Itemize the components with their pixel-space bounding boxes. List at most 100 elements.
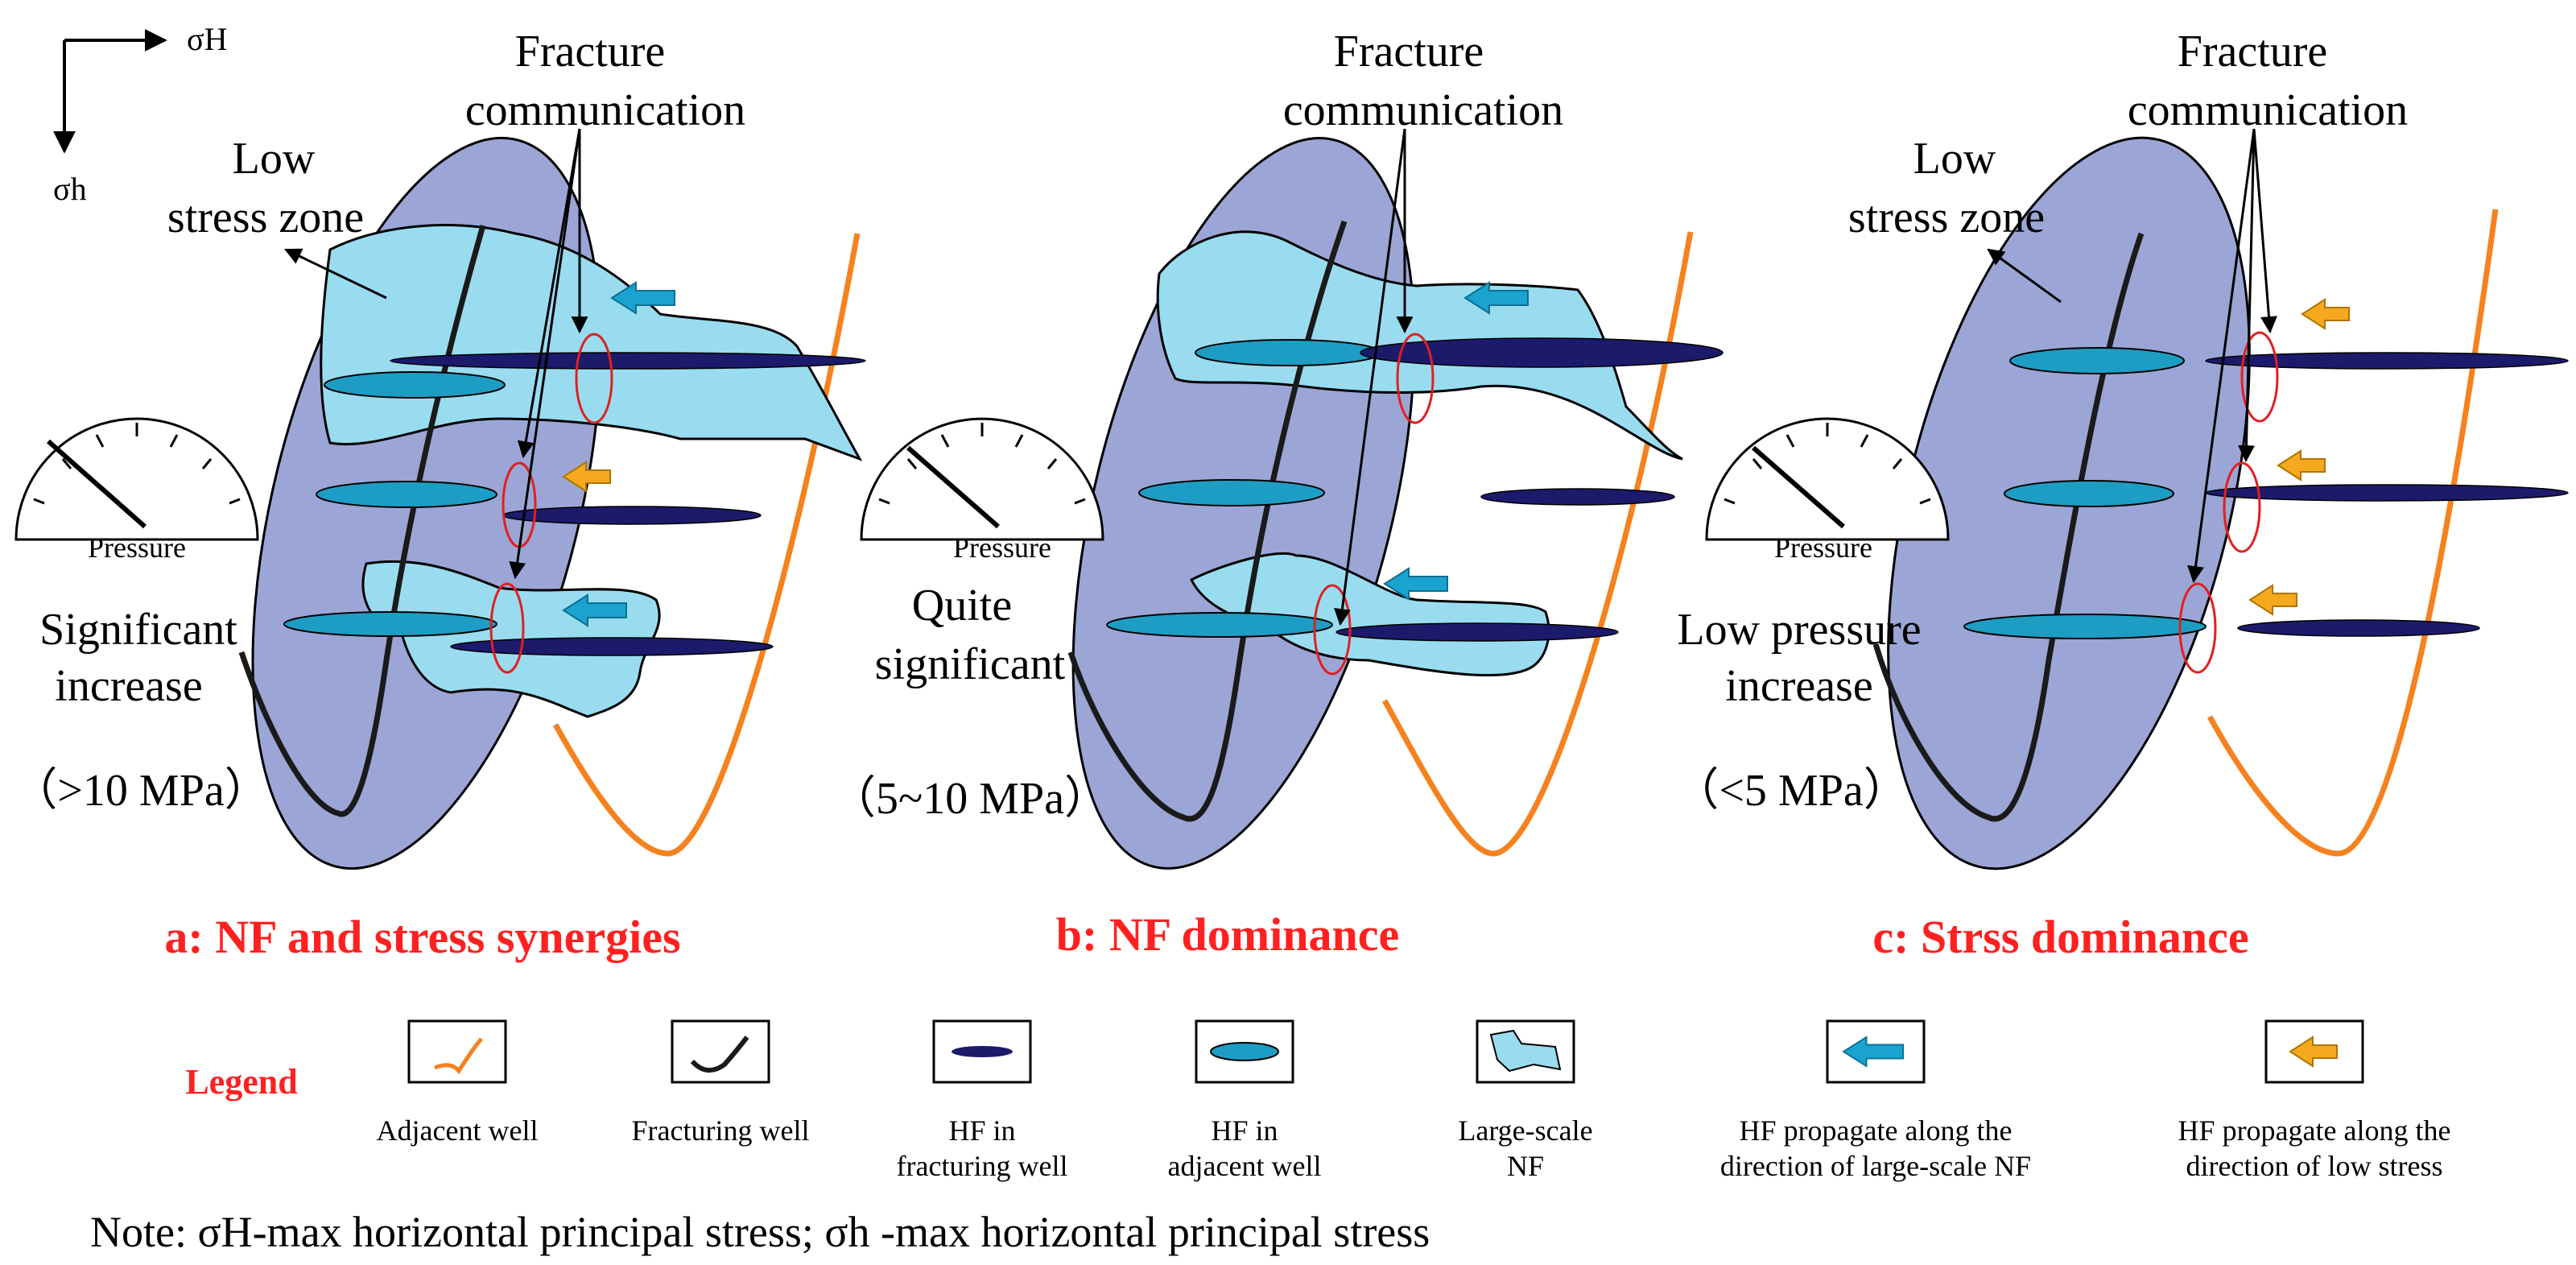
hf-adjacent-well (283, 611, 497, 637)
pressure-line2: increase (1725, 661, 1872, 711)
zone-label-line1: Low (233, 134, 316, 184)
hf-adjacent-well (316, 481, 497, 508)
panel-title: b: NF dominance (1056, 908, 1399, 961)
adjacent-well (2207, 209, 2499, 857)
pressure-line2: increase (55, 661, 202, 711)
pressure-gauge: Pressure (14, 417, 259, 564)
fracture-label-line2: communication (1283, 85, 1563, 135)
legend-label-line1: HF propagate along the (1740, 1114, 2013, 1147)
hf-fracturing-well (390, 352, 866, 370)
panel-a: Fracture communication Low stress zone P… (12, 27, 866, 963)
legend-title: Legend (185, 1062, 297, 1102)
communication-point (575, 333, 613, 424)
large-scale-nf (320, 224, 863, 461)
hf-adjacent-well (1195, 339, 1381, 366)
pressure-value: （<5 MPa） (1674, 766, 1908, 816)
legend-box (407, 1019, 507, 1084)
legend-label-line1: Fracturing well (632, 1114, 810, 1147)
pressure-value: （>10 MPa） (12, 766, 269, 816)
communication-point (2223, 461, 2261, 553)
gauge-needle (1752, 445, 1845, 529)
hf-fracturing-well (2237, 619, 2480, 637)
pressure-line1: Significant (39, 605, 237, 655)
communication-point (1396, 333, 1435, 424)
hf-adjacent-well (1138, 479, 1325, 506)
legend-box (671, 1019, 770, 1084)
pointer-line (517, 128, 581, 459)
legend-label-line2: direction of large-scale NF (1720, 1150, 2031, 1182)
legend-label-line1: Large-scale (1458, 1114, 1592, 1147)
hf-adjacent-well-icon (1210, 1042, 1279, 1061)
communication-point (2178, 582, 2217, 674)
legend: Legend Adjacent well Fracturing well HF … (185, 1019, 2451, 1182)
gauge-needle (47, 439, 147, 529)
legend-label-line1: Adjacent well (377, 1114, 539, 1147)
communication-point (2240, 331, 2279, 423)
hf-fracturing-well-icon (952, 1046, 1013, 1057)
gauge-label: Pressure (953, 531, 1051, 564)
pointer-line (2252, 128, 2277, 334)
pressure-line1: Low pressure (1677, 605, 1921, 655)
orange-arrow-icon (2277, 450, 2326, 481)
hf-adjacent-well (324, 371, 506, 399)
fracture-label-line2: communication (465, 85, 745, 135)
panel-b: Fracture communication Pressure Quite si… (831, 27, 1724, 961)
pointer-line (509, 128, 581, 580)
hf-adjacent-well (1963, 614, 2207, 639)
zone-label-line1: Low (1913, 134, 1996, 184)
adjacent-well (552, 233, 861, 857)
fracture-label-line1: Fracture (1334, 27, 1484, 76)
stress-axes: σH σh (53, 21, 227, 207)
hf-fracturing-well (502, 506, 762, 525)
legend-label-line2: direction of low stress (2186, 1150, 2443, 1182)
legend-label-line2: adjacent well (1168, 1150, 1322, 1182)
hf-adjacent-well (1106, 612, 1333, 638)
legend-box (1476, 1019, 1575, 1084)
legend-label-line1: HF in (1211, 1114, 1278, 1147)
hf-adjacent-well (2009, 347, 2185, 374)
gauge-label: Pressure (1774, 531, 1872, 564)
large-scale-nf-icon (1489, 1029, 1562, 1073)
communication-point (489, 582, 525, 674)
pressure-value: （5~10 MPa） (831, 774, 1109, 824)
zone-label-line2: stress zone (1848, 192, 2045, 242)
pointer-line (1987, 248, 2062, 304)
hf-fracturing-well (1360, 337, 1724, 368)
panel-c: Fracture communication Low stress zone P… (1674, 27, 2569, 963)
pointer-line (1334, 128, 1406, 626)
legend-label-line2: NF (1507, 1150, 1544, 1182)
gauge-needle (906, 445, 1000, 529)
axis-x-label: σH (187, 21, 227, 57)
fracture-label-line1: Fracture (515, 27, 666, 76)
orange-arrow-icon (2249, 585, 2297, 615)
note: Note: σH-max horizontal principal stress… (90, 1208, 1430, 1256)
hf-adjacent-well (2004, 480, 2174, 507)
fracturing-well (1872, 232, 2145, 822)
axis-y-label: σh (53, 171, 87, 207)
large-scale-nf (1189, 552, 1550, 677)
fracture-label-line1: Fracture (2178, 27, 2328, 76)
pressure-gauge: Pressure (860, 417, 1104, 564)
pointer-line (2237, 128, 2256, 463)
fracture-label-line2: communication (2128, 85, 2408, 135)
hf-fracturing-well (450, 637, 774, 656)
hf-fracturing-well (2205, 352, 2569, 370)
gauge-label: Pressure (88, 531, 186, 564)
pressure-line2: significant (875, 639, 1066, 689)
adjacent-well-icon (434, 1037, 483, 1075)
fracturing-well-icon (690, 1036, 749, 1073)
pointer-line (284, 248, 387, 300)
pressure-gauge: Pressure (1705, 417, 1950, 564)
legend-label-line2: fracturing well (897, 1150, 1068, 1182)
pointer-line (2187, 128, 2256, 584)
legend-label-line1: HF propagate along the (2178, 1114, 2451, 1147)
communication-point (1313, 584, 1352, 676)
zone-label-line2: stress zone (167, 192, 364, 242)
fracturing-well (1067, 220, 1348, 822)
legend-label-line1: HF in (948, 1114, 1015, 1147)
pressure-line1: Quite (912, 581, 1012, 630)
panel-title: c: Strss dominance (1872, 911, 2248, 963)
adjacent-well (1381, 231, 1694, 857)
orange-arrow-icon (2301, 299, 2350, 329)
